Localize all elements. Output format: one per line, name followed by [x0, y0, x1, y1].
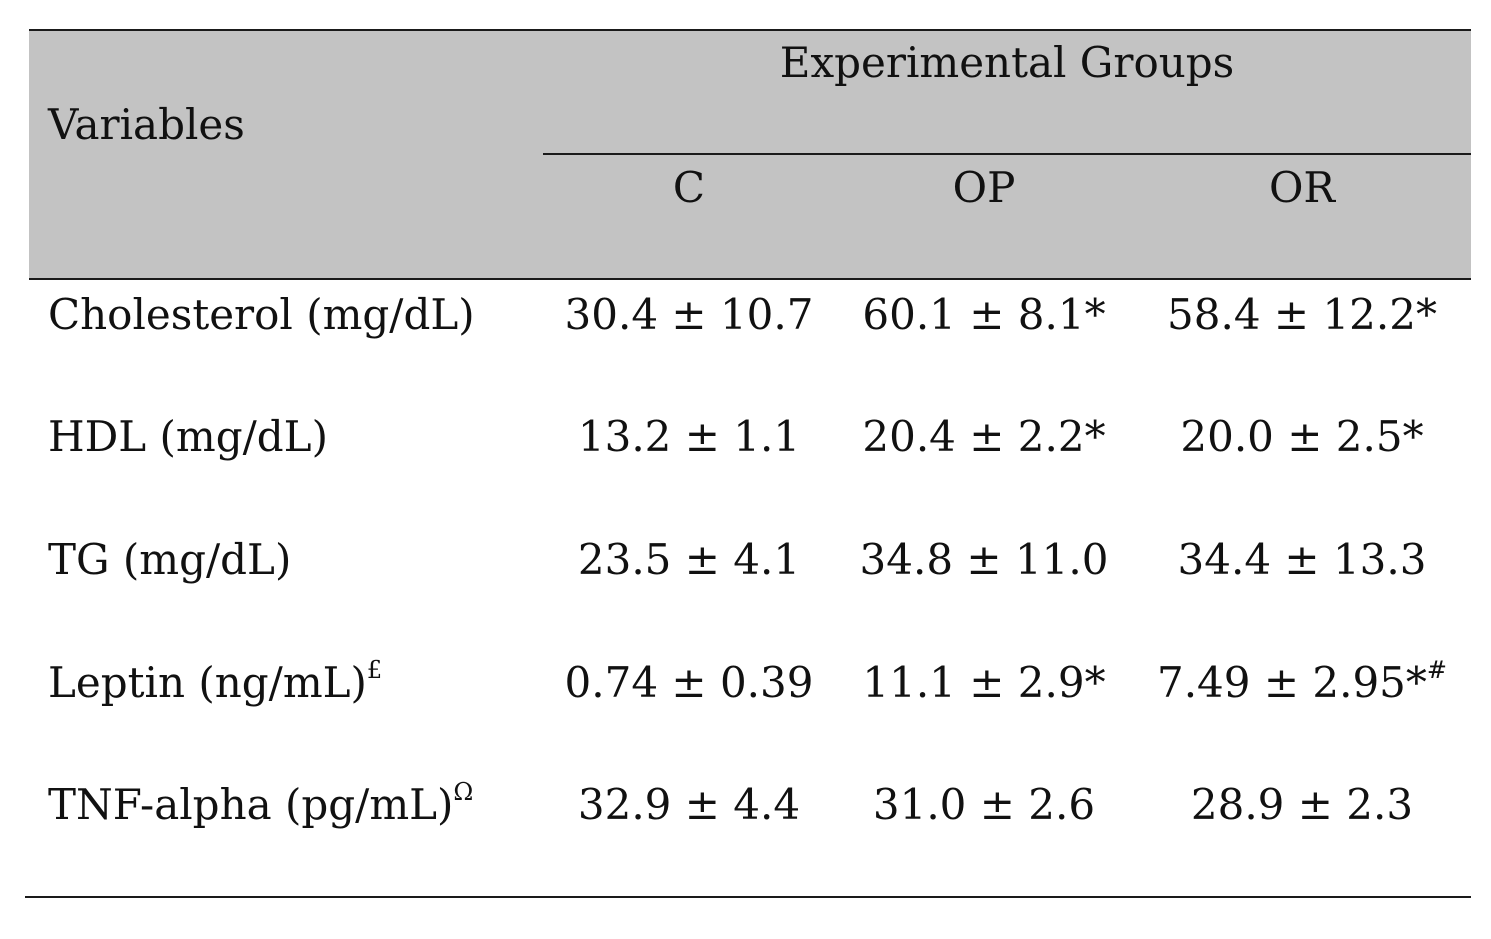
table-cell: 7.49 ± 2.95*#: [1156, 656, 1448, 707]
column-header-or: OR: [1268, 163, 1336, 212]
table-cell: 23.5 ± 4.1: [577, 535, 801, 584]
header-bottom-rule: [29, 278, 1471, 280]
table-cell: 28.9 ± 2.3: [1190, 780, 1414, 829]
row-label-hdl: HDL (mg/dL): [48, 412, 328, 461]
group-subheader-rule: [543, 153, 1471, 155]
table-cell: 0.74 ± 0.39: [564, 658, 814, 707]
table-cell: 60.1 ± 8.1*: [862, 290, 1106, 339]
table-bottom-rule: [25, 896, 1471, 898]
table-cell: 34.4 ± 13.3: [1177, 535, 1427, 584]
table-cell: 11.1 ± 2.9*: [862, 658, 1106, 707]
table-cell: 13.2 ± 1.1: [577, 412, 801, 461]
table-header-background: [29, 30, 1471, 280]
table-cell: 31.0 ± 2.6: [872, 780, 1096, 829]
column-header-c: C: [672, 163, 706, 212]
column-header-op: OP: [952, 163, 1016, 212]
row-label-cholesterol: Cholesterol (mg/dL): [48, 290, 475, 339]
row-label-leptin: Leptin (ng/mL)£: [48, 656, 383, 707]
table-cell: 20.0 ± 2.5*: [1180, 412, 1424, 461]
row-label-tg: TG (mg/dL): [48, 535, 292, 584]
row-label-tnf-alpha: TNF-alpha (pg/mL)Ω: [48, 778, 474, 829]
table-cell: 58.4 ± 12.2*: [1167, 290, 1437, 339]
variables-column-header: Variables: [48, 100, 245, 149]
experimental-groups-header: Experimental Groups: [779, 38, 1235, 87]
table-cell: 34.8 ± 11.0: [859, 535, 1109, 584]
table-cell: 30.4 ± 10.7: [564, 290, 814, 339]
table-cell: 32.9 ± 4.4: [577, 780, 801, 829]
table-top-rule: [29, 29, 1471, 31]
table-cell: 20.4 ± 2.2*: [862, 412, 1106, 461]
